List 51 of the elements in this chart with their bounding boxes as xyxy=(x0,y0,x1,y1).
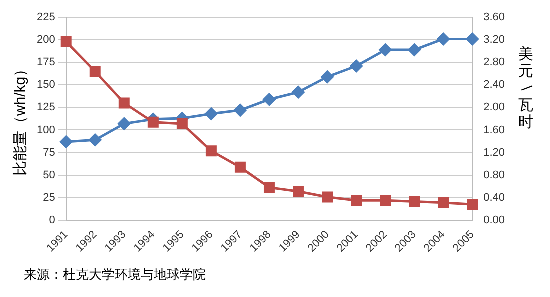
point xyxy=(350,60,363,73)
point xyxy=(321,70,334,84)
y2-tick-label: 0.40 xyxy=(484,192,506,204)
y-tick-label: 50 xyxy=(43,169,56,182)
point xyxy=(234,162,246,173)
y-tick-label: 0 xyxy=(49,214,56,226)
y2-tick-label: 0.80 xyxy=(484,169,506,182)
y2-tick-label: 2.00 xyxy=(484,102,506,114)
y-tick-label: 75 xyxy=(43,146,56,159)
point xyxy=(205,108,218,120)
point xyxy=(438,197,450,208)
point xyxy=(206,146,217,157)
y-tick-label: 200 xyxy=(36,34,56,46)
y2-axis-title: 美元/瓦时 xyxy=(518,46,535,132)
point xyxy=(90,66,101,78)
y2-tick-label: 1.60 xyxy=(484,124,506,136)
y-tick-label: 175 xyxy=(36,56,56,69)
point xyxy=(292,86,305,99)
point xyxy=(264,182,275,194)
point xyxy=(467,199,478,210)
source-note: 来源：杜克大学环境与地球学院 xyxy=(24,266,207,284)
y-tick-label: 150 xyxy=(36,79,56,92)
point xyxy=(351,195,362,206)
y2-tick-label: 2.80 xyxy=(484,56,506,69)
y-tick-label: 125 xyxy=(36,102,56,114)
point xyxy=(409,196,420,208)
y2-tick-label: 1.20 xyxy=(484,146,506,159)
y2-tick-label: 2.40 xyxy=(484,79,506,92)
point xyxy=(322,192,333,203)
y-tick-label: 225 xyxy=(36,12,56,24)
point xyxy=(379,44,392,56)
y2-tick-label: 0.00 xyxy=(484,214,506,226)
point xyxy=(148,116,159,128)
point xyxy=(176,118,188,130)
y2-tick-label: 3.20 xyxy=(484,34,506,46)
point xyxy=(408,44,421,56)
y-axis-title: 比能量（wh/kg） xyxy=(12,62,30,176)
point xyxy=(263,93,276,106)
point xyxy=(118,98,130,109)
point xyxy=(380,195,392,206)
y-tick-label: 100 xyxy=(36,124,56,136)
y-tick-label: 25 xyxy=(43,192,56,204)
point xyxy=(60,136,73,148)
point xyxy=(437,32,450,46)
y2-tick-label: 3.60 xyxy=(484,12,506,24)
point xyxy=(292,186,304,198)
point xyxy=(466,32,479,46)
point xyxy=(234,104,247,117)
point xyxy=(60,36,72,48)
point xyxy=(89,134,102,146)
point xyxy=(118,118,131,130)
